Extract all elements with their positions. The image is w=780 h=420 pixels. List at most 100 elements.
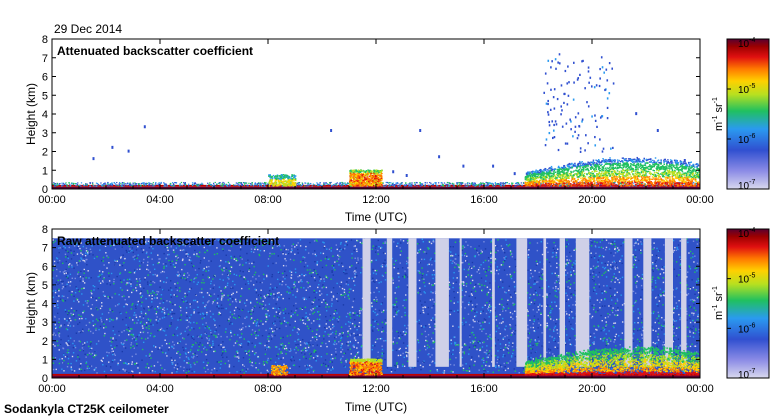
pixel — [373, 176, 375, 179]
pixel — [460, 184, 463, 186]
pixel — [666, 179, 668, 181]
pixel — [666, 167, 668, 170]
pixel — [653, 160, 655, 162]
pixel — [664, 182, 667, 185]
pixel — [606, 97, 609, 100]
pixel — [593, 179, 595, 181]
pixel — [516, 184, 519, 186]
pixel — [588, 173, 591, 176]
pixel — [646, 162, 649, 164]
pixel — [691, 183, 693, 185]
pixel — [169, 183, 171, 185]
pixel — [435, 182, 437, 184]
pixel — [377, 170, 379, 172]
pixel — [590, 165, 593, 167]
pixel — [564, 173, 566, 176]
pixel — [229, 183, 231, 186]
pixel — [587, 164, 589, 166]
pixel — [690, 178, 692, 181]
pixel — [689, 169, 692, 172]
pixel — [634, 175, 637, 177]
pixel — [355, 173, 357, 176]
pixel — [638, 158, 640, 160]
pixel — [294, 175, 296, 177]
pixel — [282, 181, 284, 183]
pixel — [605, 68, 608, 71]
pixel — [603, 181, 606, 184]
pixel — [286, 175, 289, 177]
pixel — [611, 159, 613, 161]
pixel — [577, 184, 579, 187]
pixel — [465, 185, 467, 187]
pixel — [395, 184, 397, 186]
pixel — [604, 163, 607, 166]
pixel — [659, 166, 661, 169]
pixel — [661, 173, 663, 176]
pixel — [143, 125, 146, 129]
pixel — [271, 181, 273, 184]
pixel — [183, 182, 185, 184]
pixel — [201, 182, 203, 184]
pixel — [553, 181, 555, 184]
pixel — [80, 182, 83, 184]
pixel — [605, 177, 607, 179]
pixel — [685, 180, 687, 182]
pixel — [671, 179, 673, 181]
pixel — [687, 185, 690, 187]
pixel — [263, 185, 265, 187]
pixel — [285, 183, 288, 185]
pixel — [360, 171, 362, 173]
pixel — [419, 181, 421, 184]
pixel — [675, 172, 678, 174]
pixel — [409, 185, 411, 187]
pixel — [597, 181, 599, 183]
pixel — [502, 183, 504, 185]
pixel — [520, 182, 522, 184]
pixel — [586, 179, 588, 182]
pixel — [681, 168, 683, 171]
pixel — [206, 185, 208, 187]
pixel — [546, 172, 548, 174]
pixel — [679, 178, 682, 180]
pixel — [301, 182, 303, 184]
pixel — [372, 172, 374, 174]
pixel — [232, 184, 235, 186]
pixel — [562, 183, 564, 186]
pixel — [621, 181, 623, 184]
pixel — [552, 183, 555, 186]
pixel — [611, 169, 613, 171]
pixel — [614, 161, 616, 163]
pixel — [580, 179, 583, 182]
pixel — [633, 158, 636, 160]
pixel — [335, 183, 337, 185]
pixel — [363, 174, 366, 176]
pixel — [594, 169, 596, 172]
pixel — [655, 178, 657, 180]
pixel — [487, 184, 490, 186]
pixel — [357, 176, 359, 178]
pixel — [251, 183, 253, 185]
pixel — [696, 176, 698, 179]
pixel — [362, 173, 364, 176]
pixel — [551, 178, 553, 180]
pixel — [602, 172, 605, 174]
pixel — [359, 179, 361, 182]
pixel — [560, 180, 563, 182]
pixel — [579, 183, 581, 185]
pixel — [537, 174, 540, 176]
pixel — [370, 171, 372, 173]
pixel — [698, 184, 700, 186]
pixel — [573, 178, 575, 181]
pixel — [618, 173, 620, 175]
pixel — [443, 185, 445, 187]
pixel — [545, 175, 547, 178]
pixel — [661, 181, 664, 184]
pixel — [54, 185, 57, 187]
pixel — [184, 184, 186, 186]
pixel — [350, 176, 353, 179]
pixel — [643, 166, 646, 169]
pixel — [132, 184, 134, 187]
pixel — [54, 183, 56, 185]
pixel — [555, 184, 558, 187]
pixel — [121, 184, 123, 186]
